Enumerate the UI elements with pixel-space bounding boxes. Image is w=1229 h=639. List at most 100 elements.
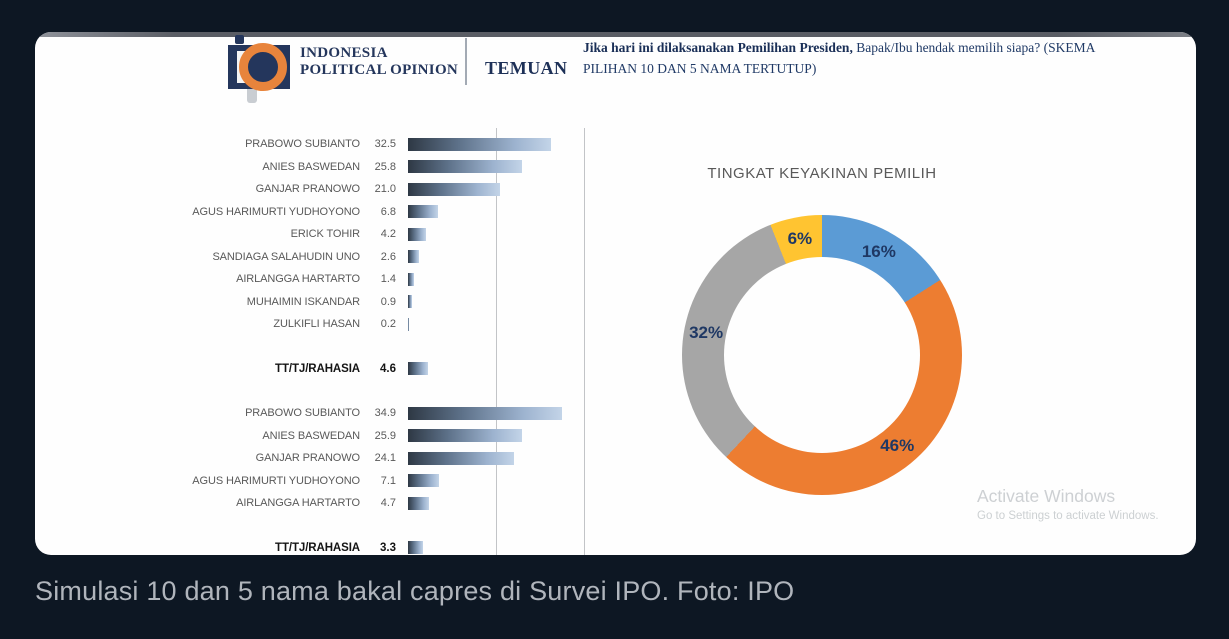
bar-label: AGUS HARIMURTI YUDHOYONO [192, 474, 360, 487]
bar-value: 6.8 [380, 205, 396, 218]
bar-label: AGUS HARIMURTI YUDHOYONO [192, 205, 360, 218]
bar-track [408, 451, 584, 465]
bar [408, 205, 438, 219]
bar-track [408, 496, 584, 510]
bar-row: ZULKIFLI HASAN 0.2 [145, 313, 605, 336]
bar-row: SANDIAGA SALAHUDIN UNO 2.6 [145, 246, 605, 269]
bar-track [408, 295, 584, 309]
bar [408, 429, 522, 443]
bar [408, 160, 522, 174]
activate-windows-watermark: Activate Windows Go to Settings to activ… [977, 486, 1159, 522]
org-name: INDONESIA POLITICAL OPINION [300, 45, 458, 79]
bar-label: PRABOWO SUBIANTO [245, 407, 360, 420]
survey-card: INDONESIA POLITICAL OPINION TEMUAN Jika … [35, 32, 1196, 555]
bar [408, 295, 412, 309]
bar-label: ANIES BASWEDAN [262, 160, 360, 173]
bar-value: 7.1 [380, 474, 396, 487]
bar-track [408, 182, 584, 196]
ipo-logo-icon [225, 33, 297, 105]
bar-row: AIRLANGGA HARTARTO 1.4 [145, 268, 605, 291]
watermark-line1: Activate Windows [977, 486, 1116, 506]
bar-label: MUHAIMIN ISKANDAR [246, 295, 360, 308]
bar-track [408, 160, 584, 174]
org-name-line2: POLITICAL OPINION [300, 62, 459, 78]
bar-track [408, 541, 584, 555]
bar [408, 137, 551, 151]
bar-group-spacer [145, 336, 605, 358]
bar-value: 4.7 [380, 497, 396, 510]
bar [408, 250, 420, 264]
bar-row: AIRLANGGA HARTARTO 4.7 [145, 492, 605, 515]
bar-group-spacer [145, 380, 605, 402]
bar-track [408, 474, 584, 488]
donut-hole [724, 257, 920, 453]
logo-p-descender [247, 89, 257, 103]
bar-track [408, 406, 584, 420]
gridline [496, 128, 497, 555]
card-top-strip [35, 32, 1196, 37]
watermark-line2: Go to Settings to activate Windows. [977, 510, 1159, 522]
bar-row: ANIES BASWEDAN 25.8 [145, 156, 605, 179]
bar-row: TT/TJ/RAHASIA 3.3 [145, 537, 605, 556]
bar-row: PRABOWO SUBIANTO 32.5 [145, 133, 605, 156]
donut-label: 16% [861, 241, 896, 261]
bar-row: PRABOWO SUBIANTO 34.9 [145, 402, 605, 425]
bar-value: 1.4 [380, 273, 396, 286]
bar-value: 2.6 [380, 250, 396, 263]
bar-value: 32.5 [374, 138, 396, 151]
donut-label: 32% [689, 322, 724, 342]
bar [408, 496, 429, 510]
bar-value: 34.9 [374, 407, 396, 420]
bar [408, 272, 415, 286]
bar-label: PRABOWO SUBIANTO [245, 138, 360, 151]
bar [408, 227, 427, 241]
bar [408, 474, 440, 488]
bar-row: MUHAIMIN ISKANDAR 0.9 [145, 291, 605, 314]
bar [408, 317, 409, 331]
bar-track [408, 362, 584, 376]
bar-label: SANDIAGA SALAHUDIN UNO [212, 250, 360, 263]
bar-value: 25.8 [374, 160, 396, 173]
org-name-line1: INDONESIA [300, 45, 388, 61]
donut-label: 46% [880, 435, 915, 455]
donut-chart: 16% 46% 32% 6% [682, 215, 962, 495]
bar [408, 362, 429, 376]
bar-value: 4.6 [380, 362, 396, 375]
bar-label: ANIES BASWEDAN [262, 429, 360, 442]
bar-track [408, 272, 584, 286]
image-caption: Simulasi 10 dan 5 nama bakal capres di S… [35, 576, 795, 606]
bar-track [408, 317, 584, 331]
bar-track [408, 250, 584, 264]
bar-row: GANJAR PRANOWO 21.0 [145, 178, 605, 201]
bar [408, 451, 515, 465]
bar-value: 25.9 [374, 429, 396, 442]
bar-chart: PRABOWO SUBIANTO 32.5 ANIES BASWEDAN 25.8 GA… [145, 133, 605, 555]
bar-row: ERICK TOHIR 4.2 [145, 223, 605, 246]
bar-value: 0.9 [380, 295, 396, 308]
bar-value: 4.2 [380, 228, 396, 241]
donut-chart-title: TINGKAT KEYAKINAN PEMILIH [707, 165, 937, 182]
bar-track [408, 137, 584, 151]
bar-track [408, 429, 584, 443]
bar-label: GANJAR PRANOWO [255, 183, 360, 196]
bar-track [408, 227, 584, 241]
bar-row: AGUS HARIMURTI YUDHOYONO 6.8 [145, 201, 605, 224]
bar-value: 0.2 [380, 318, 396, 331]
bar-value: 24.1 [374, 452, 396, 465]
bar-value: 3.3 [380, 541, 396, 554]
logo-i-dot [235, 35, 244, 44]
bar-label: TT/TJ/RAHASIA [275, 362, 360, 375]
survey-question-bold: Jika hari ini dilaksanakan Pemilihan Pre… [583, 40, 853, 55]
gridline [584, 128, 585, 555]
bar-label: AIRLANGGA HARTARTO [236, 497, 360, 510]
bar-label: AIRLANGGA HARTARTO [236, 273, 360, 286]
survey-question: Jika hari ini dilaksanakan Pemilihan Pre… [583, 38, 1123, 80]
logo-orange-ring-icon [239, 43, 287, 91]
bar-label: ERICK TOHIR [290, 228, 361, 241]
bar-row: AGUS HARIMURTI YUDHOYONO 7.1 [145, 470, 605, 493]
survey-question-rest: Bapak/Ibu hendak memilih siapa? (SKEMA P… [583, 40, 1095, 76]
bar-group-spacer [145, 515, 605, 537]
bar-label: TT/TJ/RAHASIA [275, 541, 360, 554]
bar [408, 541, 423, 555]
